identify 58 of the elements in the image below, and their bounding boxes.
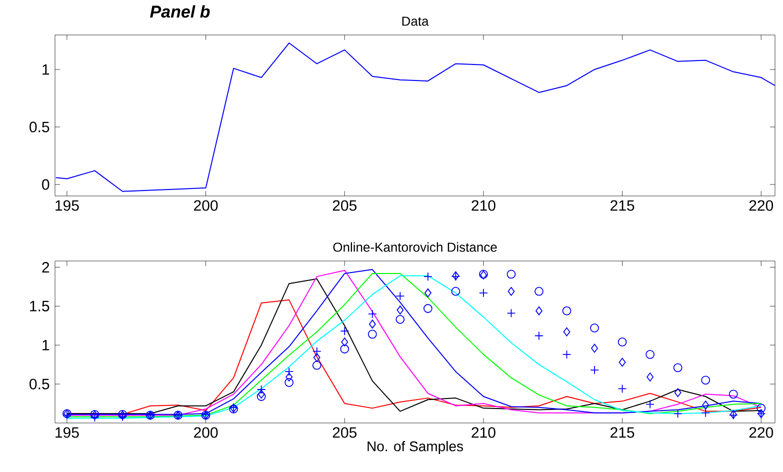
point bbox=[646, 372, 654, 382]
point bbox=[340, 344, 350, 354]
point bbox=[536, 306, 542, 316]
x-tick-label: 205 bbox=[332, 427, 357, 438]
x-tick-label: 195 bbox=[56, 200, 79, 211]
point bbox=[312, 360, 322, 370]
point bbox=[563, 327, 570, 336]
y-tick-label: 0.5 bbox=[30, 378, 50, 390]
point bbox=[673, 363, 682, 372]
point bbox=[424, 288, 432, 298]
x-tick-label: 210 bbox=[472, 200, 496, 211]
point bbox=[506, 308, 516, 318]
point bbox=[396, 306, 404, 315]
point bbox=[256, 392, 266, 401]
point bbox=[618, 338, 627, 346]
text: Panel b bbox=[150, 5, 210, 18]
y-tick-label: 1.5 bbox=[30, 300, 50, 312]
x-tick-label: 210 bbox=[472, 427, 496, 438]
point bbox=[702, 400, 710, 410]
point bbox=[701, 376, 710, 385]
x-tick-label: 205 bbox=[332, 200, 357, 211]
point bbox=[646, 350, 655, 359]
point bbox=[258, 390, 265, 399]
y-tick-label: 1 bbox=[42, 64, 50, 75]
point bbox=[728, 390, 738, 399]
x-tick-label: 220 bbox=[749, 200, 774, 211]
chart-title: Online-Kantorovich Distance bbox=[333, 242, 497, 252]
point bbox=[590, 324, 599, 332]
point bbox=[562, 306, 572, 316]
point bbox=[506, 270, 516, 279]
y-tick-label: 0 bbox=[42, 179, 50, 190]
point bbox=[423, 304, 432, 313]
x-tick-label: 200 bbox=[194, 200, 218, 211]
point bbox=[701, 408, 710, 418]
y-tick-label: 2 bbox=[42, 262, 50, 272]
point bbox=[673, 409, 682, 418]
x-tick-label: 195 bbox=[56, 427, 79, 438]
x-tick-label: 215 bbox=[610, 200, 634, 211]
x-tick-label: 215 bbox=[610, 427, 634, 438]
point bbox=[341, 338, 348, 346]
y-tick-label: 1 bbox=[42, 340, 50, 350]
point bbox=[284, 378, 294, 387]
line-series bbox=[55, 42, 776, 192]
chart-title: Data bbox=[402, 16, 429, 26]
point bbox=[591, 344, 598, 353]
point bbox=[756, 404, 766, 413]
x-tick-label: 220 bbox=[749, 427, 774, 438]
point bbox=[618, 358, 626, 367]
x-axis-title: No. of Samples bbox=[368, 441, 463, 454]
point bbox=[534, 286, 544, 296]
point bbox=[618, 384, 627, 394]
point bbox=[508, 286, 515, 296]
y-tick-label: 0.5 bbox=[30, 122, 50, 132]
x-tick-label: 200 bbox=[194, 427, 218, 438]
point bbox=[674, 388, 682, 398]
point bbox=[396, 314, 405, 324]
point bbox=[451, 286, 460, 296]
point bbox=[368, 330, 377, 339]
